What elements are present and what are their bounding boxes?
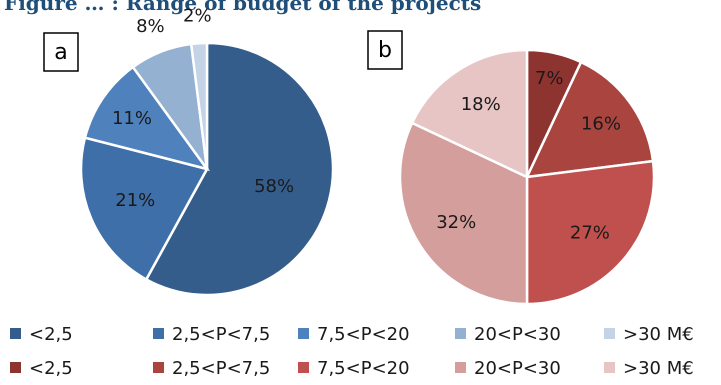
pie-b-data-label-1: 16% <box>581 113 621 134</box>
legend-b-item-2: 7,5<P<20 <box>298 358 410 379</box>
pie-a-slice-1 <box>79 136 209 282</box>
legend-b-swatch-1 <box>153 362 164 373</box>
pie-chart-b: 7% 16% 27% 32% 18% <box>398 48 656 306</box>
legend-a-swatch-4 <box>604 328 615 339</box>
legend-b-swatch-4 <box>604 362 615 373</box>
pie-a-slice-0 <box>144 41 335 297</box>
pie-b-data-label-3: 32% <box>436 212 476 233</box>
legend-a-swatch-0 <box>10 328 21 339</box>
legend-b-item-3: 20<P<30 <box>455 358 561 379</box>
legend-b-swatch-0 <box>10 362 21 373</box>
pie-b-data-label-2: 27% <box>570 222 610 243</box>
pie-a-slice-4 <box>189 41 209 170</box>
legend-a-item-0: <2,5 <box>10 324 73 345</box>
pie-b-slice-2 <box>525 159 656 306</box>
legend-b-label-0: <2,5 <box>29 358 73 379</box>
legend-a-label-4: >30 M€ <box>623 324 694 345</box>
legend-b-label-3: 20<P<30 <box>474 358 561 379</box>
legend-a-label-3: 20<P<30 <box>474 324 561 345</box>
legend-b-swatch-2 <box>298 362 309 373</box>
legend-b-label-1: 2,5<P<7,5 <box>172 358 270 379</box>
pie-a-data-label-3: 8% <box>136 16 165 37</box>
panel-label-a-text: a <box>54 40 67 65</box>
panel-label-b-text: b <box>378 38 392 63</box>
legend-a-swatch-3 <box>455 328 466 339</box>
legend-a: <2,5 2,5<P<7,5 7,5<P<20 20<P<30 >30 M€ <box>10 324 694 345</box>
pie-b-slice-3 <box>398 121 529 306</box>
legend-a-item-1: 2,5<P<7,5 <box>153 324 270 345</box>
legend-b: <2,5 2,5<P<7,5 7,5<P<20 20<P<30 >30 M€ <box>10 358 694 379</box>
legend-b-item-0: <2,5 <box>10 358 73 379</box>
legend-a-item-2: 7,5<P<20 <box>298 324 410 345</box>
legend-b-label-2: 7,5<P<20 <box>317 358 410 379</box>
panel-label-a-box <box>43 32 79 72</box>
legend-a-swatch-1 <box>153 328 164 339</box>
legend-a-label-0: <2,5 <box>29 324 73 345</box>
pie-a-slice-2 <box>83 65 211 172</box>
legend-a-item-3: 20<P<30 <box>455 324 561 345</box>
legend-b-item-1: 2,5<P<7,5 <box>153 358 270 379</box>
legend-b-item-4: >30 M€ <box>604 358 694 379</box>
legend-a-swatch-2 <box>298 328 309 339</box>
pie-chart-a: 58% 21% 11% 8% 2% <box>79 6 335 297</box>
pie-a-data-label-1: 21% <box>115 190 155 211</box>
panel-label-b: b <box>367 30 403 70</box>
panel-label-b-box <box>367 30 403 70</box>
legend-a-label-2: 7,5<P<20 <box>317 324 410 345</box>
pie-a-data-label-0: 58% <box>254 176 294 197</box>
pie-b-data-label-0: 7% <box>535 68 564 89</box>
legend-b-swatch-3 <box>455 362 466 373</box>
pie-a-data-label-4: 2% <box>183 6 212 27</box>
legend-a-item-4: >30 M€ <box>604 324 694 345</box>
panel-label-a: a <box>43 32 79 72</box>
legend-a-label-1: 2,5<P<7,5 <box>172 324 270 345</box>
legend-b-label-4: >30 M€ <box>623 358 694 379</box>
pie-b-slice-1 <box>524 60 655 179</box>
pie-b-data-label-4: 18% <box>461 94 501 115</box>
figure-title: Figure … : Range of budget of the projec… <box>4 0 482 15</box>
pie-a-data-label-2: 11% <box>112 108 152 129</box>
pie-b-slice-4 <box>410 48 529 179</box>
